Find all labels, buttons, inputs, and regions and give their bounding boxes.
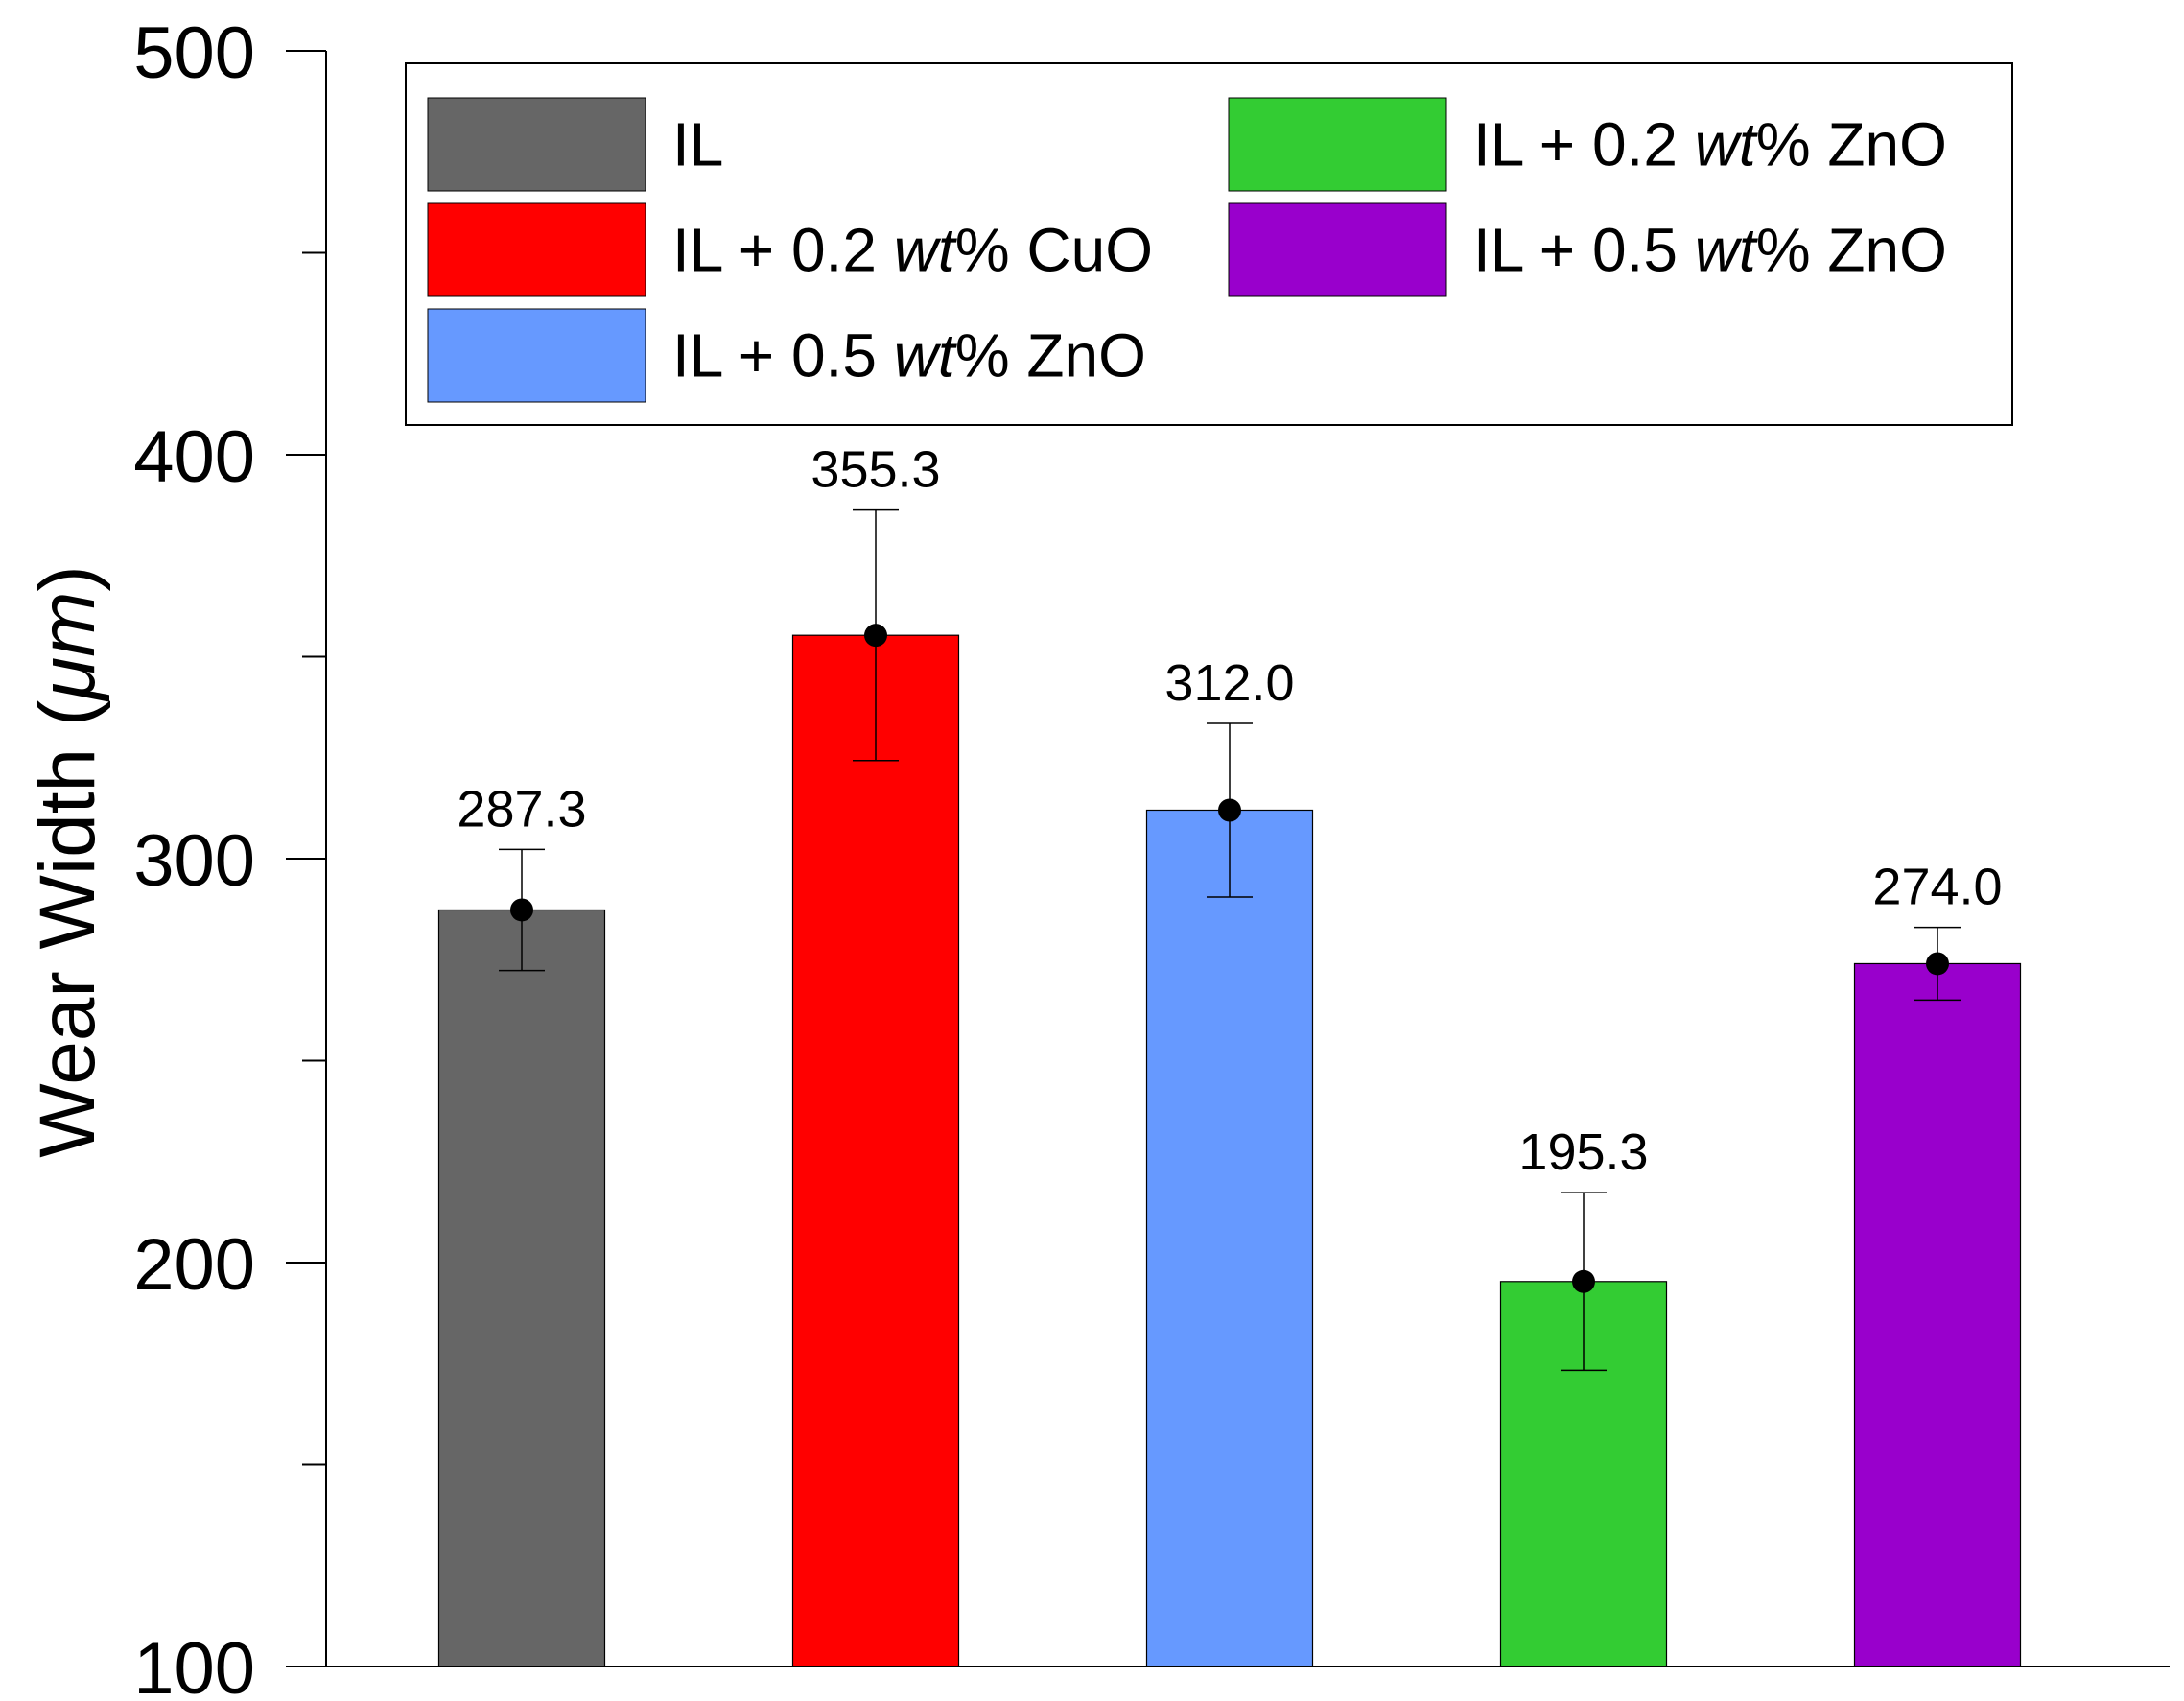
legend-label-part: IL + 0.5 — [672, 321, 894, 390]
mean-point — [510, 898, 533, 922]
error-bars-group — [499, 508, 1961, 1372]
legend-swatch — [1228, 202, 1447, 297]
legend-label: IL + 0.2 wt% ZnO — [1473, 110, 1947, 179]
y-axis-label-suffix: ) — [24, 565, 111, 591]
y-tick-label: 400 — [133, 416, 255, 498]
data-labels-group: 287.3 355.3 312.0 195.3 274.0 — [457, 441, 2002, 1181]
bar — [437, 909, 606, 1667]
legend-swatch — [1228, 97, 1447, 192]
legend-box — [405, 62, 2013, 426]
bar — [1853, 962, 2022, 1667]
mean-point — [864, 624, 887, 648]
legend-label: IL + 0.5 wt% ZnO — [672, 321, 1146, 390]
legend-swatch — [427, 308, 646, 403]
legend-label-italic-part: wt — [894, 321, 957, 390]
y-axis-label: Wear Width (μm) — [24, 565, 111, 1157]
bars-group — [437, 634, 2022, 1667]
legend-label-part: IL — [672, 110, 723, 179]
legend-label-part: IL + 0.5 — [1473, 216, 1695, 285]
legend-label: IL + 0.2 wt% CuO — [672, 216, 1153, 285]
legend-label-part: IL + 0.2 — [672, 216, 894, 285]
data-label: 195.3 — [1518, 1123, 1648, 1181]
legend-label-part: % ZnO — [955, 321, 1146, 390]
y-tick-label: 500 — [133, 12, 255, 94]
data-label: 274.0 — [1872, 859, 2002, 916]
y-tick-label: 300 — [133, 820, 255, 902]
legend-label-part: IL + 0.2 — [1473, 110, 1695, 179]
y-tick-label: 100 — [133, 1628, 255, 1701]
y-axis-label-prefix: Wear Width ( — [24, 700, 111, 1158]
data-label: 287.3 — [457, 780, 586, 838]
legend-label-part: % ZnO — [1756, 110, 1947, 179]
legend-label-italic-part: wt — [1695, 216, 1758, 285]
data-label: 312.0 — [1164, 654, 1294, 712]
y-tick-label: 200 — [133, 1224, 255, 1306]
legend-label: IL — [672, 110, 723, 179]
mean-point — [1572, 1269, 1595, 1293]
legend-label-part: % ZnO — [1756, 216, 1947, 285]
bar — [1145, 809, 1314, 1667]
mean-point — [1926, 952, 1949, 976]
legend-label-italic-part: wt — [894, 216, 957, 285]
legend-swatch — [427, 202, 646, 297]
legend-label-italic-part: wt — [1695, 110, 1758, 179]
legend-label: IL + 0.5 wt% ZnO — [1473, 216, 1947, 285]
bar — [791, 634, 960, 1667]
legend-label-part: % CuO — [955, 216, 1153, 285]
y-axis-label-unit: μm — [24, 592, 111, 702]
mean-point — [1218, 798, 1241, 822]
data-label: 355.3 — [810, 441, 940, 499]
legend-swatch — [427, 97, 646, 192]
axes-group: 100 200 300 400 500 — [133, 12, 2170, 1701]
